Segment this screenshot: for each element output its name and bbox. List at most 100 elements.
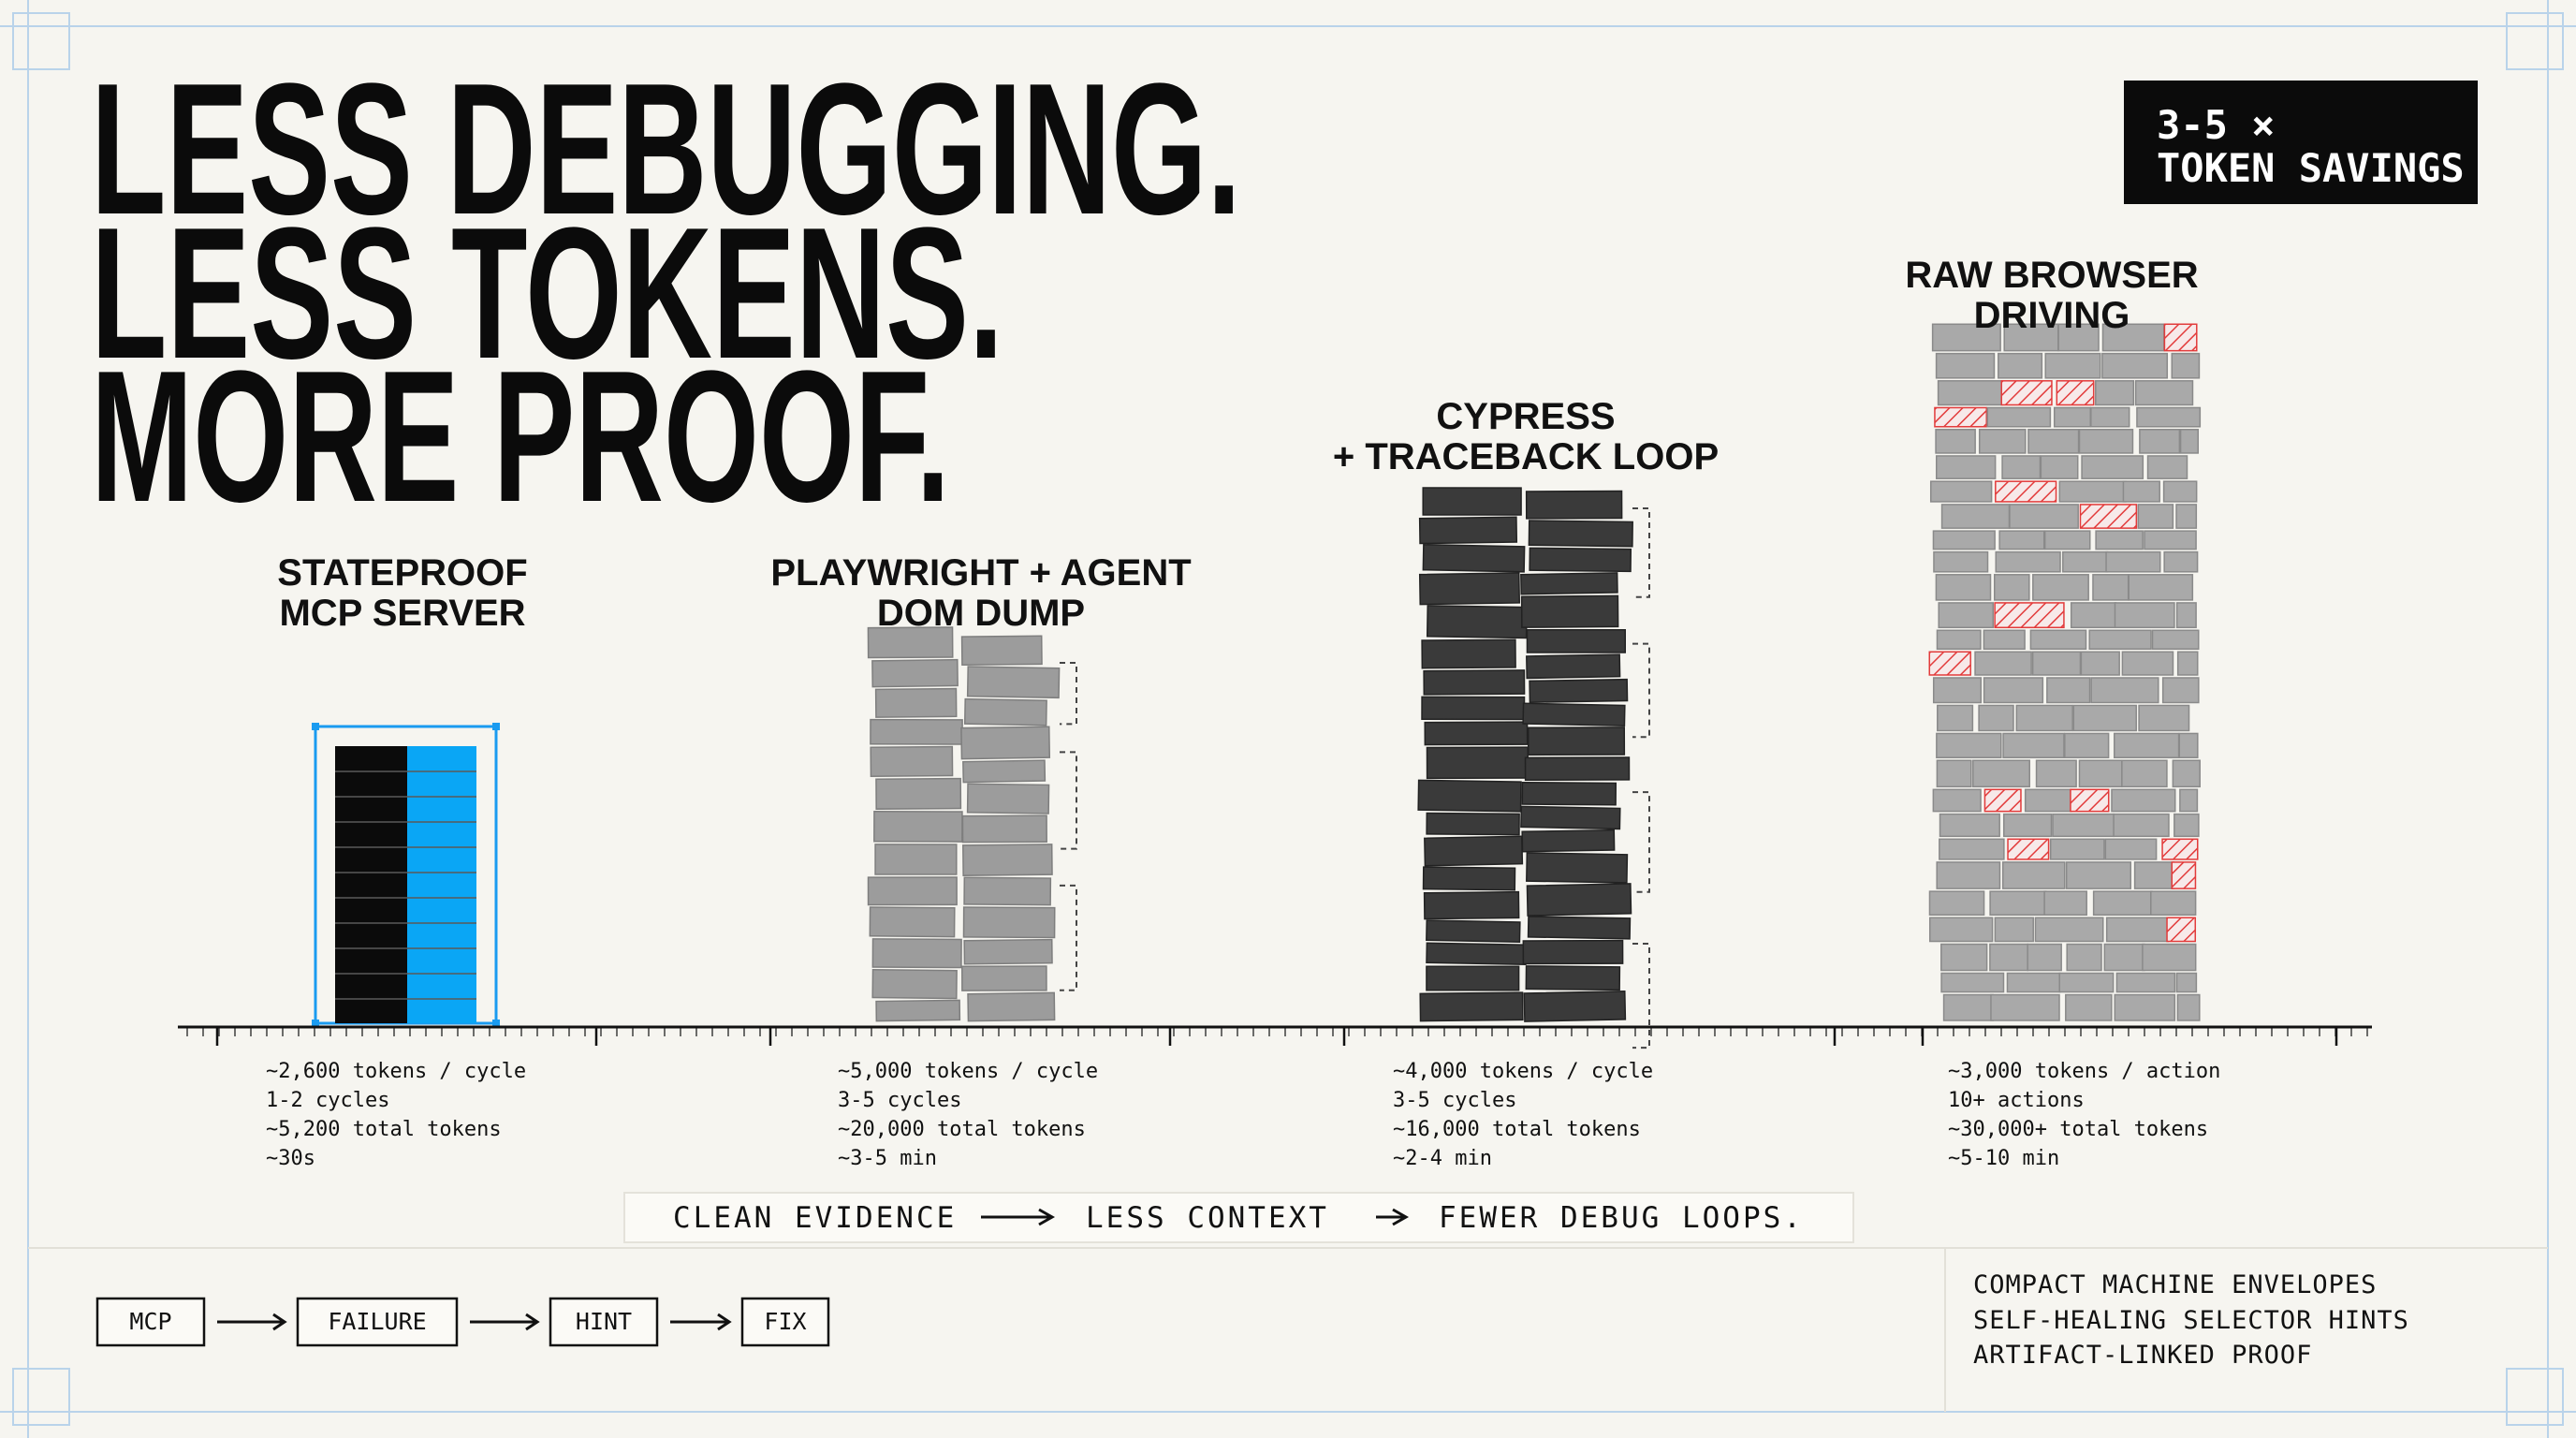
token-block bbox=[2001, 455, 2042, 479]
token-block bbox=[2072, 704, 2137, 732]
token-block bbox=[1421, 696, 1526, 721]
token-block bbox=[2150, 890, 2197, 917]
column-label: DRIVING bbox=[1974, 295, 2130, 336]
token-block bbox=[2144, 530, 2197, 550]
token-block bbox=[2027, 429, 2080, 454]
baseline-ticks bbox=[186, 1027, 2368, 1046]
flow-box bbox=[296, 1297, 459, 1347]
token-block bbox=[2040, 455, 2079, 479]
flow: MCP FAILURE HINT FIX bbox=[95, 1297, 830, 1347]
token-block bbox=[1526, 628, 1627, 653]
token-block bbox=[2121, 759, 2168, 788]
token-block bbox=[870, 745, 954, 778]
flow-arrow bbox=[717, 1313, 732, 1331]
token-block bbox=[1940, 504, 2011, 529]
token-block bbox=[2092, 574, 2130, 601]
token-block bbox=[2137, 504, 2174, 529]
token-block bbox=[1983, 677, 2044, 704]
column-stat: 10+ actions bbox=[1948, 1089, 2085, 1112]
error-block bbox=[1928, 651, 1971, 676]
token-block bbox=[2088, 629, 2152, 651]
token-block bbox=[2090, 406, 2130, 428]
token-block bbox=[2113, 813, 2170, 838]
token-block bbox=[1424, 721, 1529, 746]
token-block bbox=[2052, 813, 2115, 838]
flow-arrow bbox=[272, 1313, 287, 1331]
token-block bbox=[1529, 547, 1632, 573]
token-block bbox=[2111, 788, 2176, 813]
token-block bbox=[2078, 429, 2134, 454]
flow-label: HINT bbox=[576, 1308, 632, 1335]
token-block bbox=[1978, 429, 2027, 454]
token-block bbox=[1419, 991, 1524, 1022]
token-block bbox=[961, 965, 1047, 991]
token-block bbox=[1972, 759, 2030, 788]
column-stat: ~2-4 min bbox=[1393, 1147, 1492, 1170]
token-block bbox=[2058, 480, 2127, 503]
token-block bbox=[1527, 916, 1632, 940]
token-block bbox=[2053, 406, 2092, 428]
token-block bbox=[871, 658, 959, 688]
error-block bbox=[2161, 838, 2199, 860]
token-block bbox=[1525, 490, 1623, 520]
column-label: DOM DUMP bbox=[877, 593, 1085, 634]
token-block bbox=[1994, 574, 2030, 601]
headline: LESS DEBUGGING. bbox=[91, 45, 1241, 254]
token-block bbox=[1928, 890, 1985, 917]
token-block bbox=[1935, 429, 1976, 454]
token-block bbox=[867, 876, 958, 906]
error-block bbox=[2070, 788, 2110, 813]
token-block bbox=[2101, 352, 2169, 379]
token-block bbox=[1424, 835, 1524, 867]
loop-bracket bbox=[1632, 791, 1650, 893]
badge-text: 3-5 × bbox=[2157, 102, 2275, 148]
token-block bbox=[2176, 993, 2201, 1021]
column-stat: ~20,000 total tokens bbox=[838, 1118, 1086, 1141]
token-block bbox=[873, 810, 963, 843]
loop-bracket bbox=[1060, 662, 1077, 726]
selection-handle bbox=[312, 1020, 319, 1027]
flow-arrow bbox=[525, 1313, 540, 1331]
column-stat: ~30s bbox=[266, 1147, 315, 1170]
token-block bbox=[1935, 352, 1996, 379]
token-block bbox=[2046, 677, 2091, 704]
token-block bbox=[2151, 629, 2200, 651]
token-block bbox=[962, 759, 1046, 784]
feature: SELF-HEALING SELECTOR HINTS bbox=[1973, 1306, 2409, 1335]
badge-text: TOKEN SAVINGS bbox=[2157, 145, 2465, 191]
loop-bracket bbox=[1632, 642, 1650, 739]
token-block bbox=[2070, 602, 2117, 629]
token-block bbox=[1986, 406, 2052, 428]
token-block bbox=[2122, 480, 2160, 503]
token-block bbox=[1521, 829, 1616, 853]
token-block bbox=[1520, 572, 1618, 595]
token-block bbox=[961, 814, 1047, 844]
token-block bbox=[1935, 574, 1992, 601]
token-block bbox=[966, 783, 1050, 814]
token-block bbox=[2105, 550, 2161, 573]
token-block bbox=[2015, 704, 2073, 732]
token-block bbox=[2003, 323, 2059, 352]
token-block bbox=[1998, 530, 2045, 550]
token-block bbox=[2034, 917, 2104, 943]
token-block bbox=[871, 968, 958, 1000]
token-block bbox=[1422, 487, 1522, 516]
token-block bbox=[1418, 516, 1518, 545]
token-block bbox=[1936, 861, 2001, 889]
token-block bbox=[2104, 838, 2158, 860]
token-block bbox=[874, 687, 958, 718]
feature: COMPACT MACHINE ENVELOPES bbox=[1973, 1270, 2377, 1299]
selection-handle bbox=[492, 1020, 500, 1027]
error-block bbox=[1983, 788, 2022, 813]
token-block bbox=[2003, 813, 2053, 838]
token-block bbox=[2065, 993, 2113, 1021]
token-block bbox=[2044, 352, 2101, 379]
token-block bbox=[1931, 323, 2001, 352]
token-block bbox=[2113, 732, 2180, 758]
token-block bbox=[2162, 480, 2198, 503]
token-block bbox=[960, 635, 1043, 667]
token-block bbox=[1936, 732, 2002, 758]
token-block bbox=[2163, 550, 2199, 573]
